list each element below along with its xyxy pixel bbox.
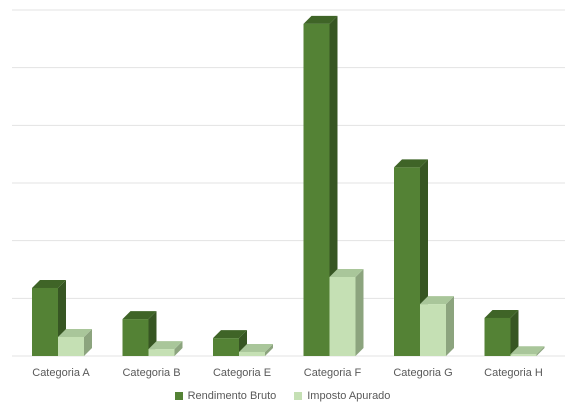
bar-front-face xyxy=(213,338,239,356)
bar-front-face xyxy=(329,276,356,356)
gridlines xyxy=(12,9,565,357)
bar-front-face xyxy=(303,23,330,357)
x-tick-label: Categoria E xyxy=(213,367,271,379)
legend-label-rendimento-bruto: Rendimento Bruto xyxy=(187,390,277,402)
bar-side-face xyxy=(174,341,183,356)
legend-label-imposto-apurado: Imposto Apurado xyxy=(307,390,391,402)
bar-rendimento-bruto xyxy=(484,309,519,356)
bar-side-face xyxy=(355,268,364,356)
bar-front-face xyxy=(484,317,511,356)
bar-imposto-apurado xyxy=(420,296,454,356)
x-tick-label: Categoria G xyxy=(393,367,452,379)
bar-side-face xyxy=(265,343,273,356)
x-tick-label: Categoria H xyxy=(484,367,543,379)
bar-front-face xyxy=(394,167,420,356)
bar-side-face xyxy=(510,309,519,356)
bar-rendimento-bruto xyxy=(303,15,338,357)
x-axis-tick-labels: Categoria A Categoria B Categoria E Categor… xyxy=(32,367,543,379)
bar-front-face xyxy=(58,336,84,356)
bar-imposto-apurado xyxy=(329,268,364,356)
legend-swatch-rendimento-bruto xyxy=(174,392,183,400)
bar-top-face xyxy=(510,346,545,355)
bar-top-face xyxy=(32,279,66,288)
bar-front-face xyxy=(122,319,149,356)
bar-top-face xyxy=(58,328,92,337)
legend-item-imposto-apurado: Imposto Apurado xyxy=(294,390,390,402)
bar-top-face xyxy=(484,309,519,318)
bar-front-face xyxy=(148,349,175,356)
bar-imposto-apurado xyxy=(58,328,92,356)
bar-front-face xyxy=(420,304,446,356)
x-tick-label: Categoria F xyxy=(304,367,362,379)
x-tick-label: Categoria A xyxy=(32,367,90,379)
bar-top-face xyxy=(148,341,183,350)
x-tick-label: Categoria B xyxy=(122,367,180,379)
legend-swatch-imposto-apurado xyxy=(294,392,303,400)
bar-imposto-apurado xyxy=(510,346,545,356)
bar-rendimento-bruto xyxy=(394,159,428,356)
legend: Rendimento Bruto Imposto Apurado xyxy=(0,390,565,402)
bar-side-face xyxy=(536,346,545,356)
bar-front-face xyxy=(510,354,537,356)
bar-side-face xyxy=(329,15,338,357)
bar-imposto-apurado xyxy=(148,341,183,356)
legend-item-rendimento-bruto: Rendimento Bruto xyxy=(174,390,277,402)
bar-top-face xyxy=(213,330,247,339)
bar-top-face xyxy=(394,159,428,168)
bar-top-face xyxy=(122,311,157,320)
bar-top-face xyxy=(420,296,454,305)
bars xyxy=(32,15,545,357)
bar-side-face xyxy=(84,328,92,356)
bar-top-face xyxy=(239,343,273,352)
bar-front-face xyxy=(32,287,58,356)
bar-front-face xyxy=(239,351,265,356)
bar-top-face xyxy=(303,15,338,24)
bar-side-face xyxy=(446,296,454,356)
bar-top-face xyxy=(329,268,364,277)
bar-imposto-apurado xyxy=(239,343,273,356)
bar-rendimento-bruto xyxy=(213,330,247,356)
